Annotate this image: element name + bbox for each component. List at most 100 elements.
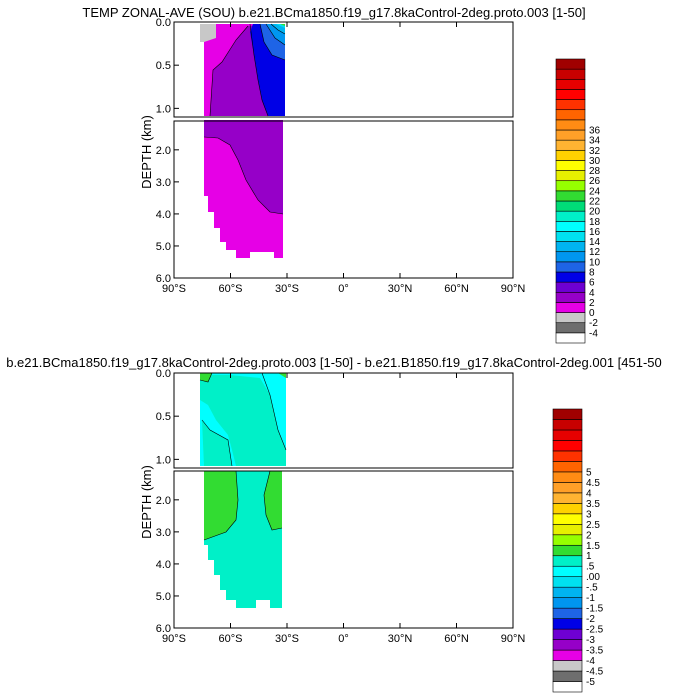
field-region-green-surface: [280, 24, 285, 26]
field-region-lower-green-left: [204, 471, 238, 540]
contour-line-lower-b: [263, 470, 283, 531]
y-tick-label: 5.0: [156, 591, 171, 603]
colorbar-swatch: [555, 68, 586, 80]
field-region-seaice: [200, 24, 220, 42]
contour-line-upper-c: [201, 419, 233, 467]
x-tick-label: 30°S: [275, 283, 299, 295]
colorbar-swatch: [555, 241, 586, 253]
colorbar-label: 2.5: [586, 520, 600, 531]
colorbar-swatch: [555, 78, 586, 90]
y-tick-label: 5.0: [156, 241, 171, 253]
colorbar-swatch: [552, 461, 583, 473]
contour-line-10: [270, 23, 286, 35]
colorbar-swatch: [555, 149, 586, 161]
colorbar-swatch: [552, 534, 583, 546]
colorbar-swatch: [555, 58, 586, 70]
colorbar-label: 24: [589, 186, 601, 197]
x-tick-label: 0°: [338, 283, 349, 295]
panel1-ticks: 90°S 60°S 30°S 0° 30°N 60°N 90°N 0.0 0.5 1.0 2.0 3.…: [156, 17, 526, 295]
colorbar-swatch: [555, 271, 586, 283]
colorbar-swatch: [552, 482, 583, 494]
panel2-ylabel: DEPTH (km): [139, 465, 154, 539]
colorbar-label: -.5: [586, 583, 598, 594]
colorbar-label: 30: [589, 156, 601, 167]
colorbar-swatch: [552, 450, 583, 462]
colorbar-swatch: [555, 89, 586, 100]
colorbar-swatch: [555, 210, 586, 222]
colorbar-swatch: [555, 109, 586, 121]
colorbar-label: 12: [589, 247, 601, 258]
field-region-lower-green-right: [264, 471, 282, 530]
field-region-lower-purple: [204, 120, 283, 214]
field-region-upper-teal: [200, 375, 286, 466]
colorbar-swatch: [552, 419, 583, 431]
panel2-lower-field: [203, 470, 283, 608]
y-tick-label: 3.0: [156, 177, 171, 189]
colorbar-swatch: [555, 119, 586, 131]
colorbar-swatch: [555, 302, 586, 313]
colorbar-label: 22: [589, 197, 601, 208]
panel-difference: b.e21.BCma1850.f19_g17.8kaControl-2deg.p…: [6, 355, 662, 693]
field-region-surface-pink: [216, 24, 236, 40]
colorbar-swatch: [555, 291, 586, 303]
x-tick-label: 60°S: [219, 633, 243, 645]
colorbar-swatch: [552, 513, 583, 525]
x-tick-label: 90°S: [162, 633, 186, 645]
colorbar-swatch: [552, 440, 583, 452]
colorbar-swatch: [555, 312, 586, 324]
contour-line-4: [249, 23, 269, 117]
contour-line-2: [209, 25, 249, 117]
x-tick-label: 90°S: [162, 283, 186, 295]
panel2-title: b.e21.BCma1850.f19_g17.8kaControl-2deg.p…: [6, 355, 662, 370]
colorbar-label: 26: [589, 176, 601, 187]
panel1-title: TEMP ZONAL-AVE (SOU) b.e21.BCma1850.f19_…: [82, 5, 585, 20]
panel2-ticks: 90°S 60°S 30°S 0° 30°N 60°N 90°N 0.0 0.5 1.0 2.0 3.…: [156, 368, 526, 645]
colorbar-label: 4: [586, 488, 592, 499]
colorbar-swatch: [555, 190, 586, 202]
colorbar-label: -2.5: [586, 625, 604, 636]
colorbar-label: 34: [589, 136, 601, 147]
x-tick-label: 60°N: [444, 633, 469, 645]
y-tick-label: 1.0: [156, 103, 171, 115]
colorbar-label: -1.5: [586, 604, 604, 615]
panel1-lower-field: [203, 120, 284, 258]
colorbar-swatch: [552, 523, 583, 536]
colorbar-swatch: [555, 332, 586, 344]
colorbar-swatch: [552, 607, 583, 619]
colorbar-swatch: [555, 160, 586, 171]
colorbar-label: 20: [589, 207, 601, 218]
colorbar-swatch: [555, 261, 586, 273]
colorbar-label: -4.5: [586, 667, 604, 678]
colorbar-swatch: [555, 180, 586, 192]
y-tick-label: 4.0: [156, 559, 171, 571]
y-tick-label: 3.0: [156, 527, 171, 539]
x-tick-label: 30°N: [388, 283, 413, 295]
colorbar-label: 28: [589, 166, 601, 177]
y-tick-label: 4.0: [156, 209, 171, 221]
colorbar-label: 2: [589, 298, 595, 309]
colorbar-swatch: [552, 628, 583, 640]
panel1-upper-field: [200, 23, 286, 117]
y-tick-label: 0.0: [156, 17, 171, 29]
contour-line-lower-2: [203, 136, 284, 215]
colorbar-swatch: [552, 660, 583, 672]
colorbar-swatch: [552, 618, 583, 630]
y-tick-label: 6.0: [156, 623, 171, 635]
field-region-upper-green-tongue: [202, 420, 232, 466]
colorbar-label: -1: [586, 593, 595, 604]
x-tick-label: 60°N: [444, 283, 469, 295]
colorbar-label: 6: [589, 278, 595, 289]
colorbar-swatch: [552, 639, 583, 651]
colorbar-swatch: [555, 220, 586, 232]
colorbar-swatch: [552, 586, 583, 598]
colorbar-label: -2: [589, 318, 598, 329]
y-tick-label: 2.0: [156, 145, 171, 157]
colorbar-label: .5: [586, 562, 595, 573]
y-tick-label: 0.0: [156, 368, 171, 380]
colorbar-swatch: [555, 322, 586, 334]
contour-line-6: [259, 23, 286, 61]
colorbar-label: 5: [586, 467, 592, 478]
colorbar-label: .00: [586, 572, 600, 583]
